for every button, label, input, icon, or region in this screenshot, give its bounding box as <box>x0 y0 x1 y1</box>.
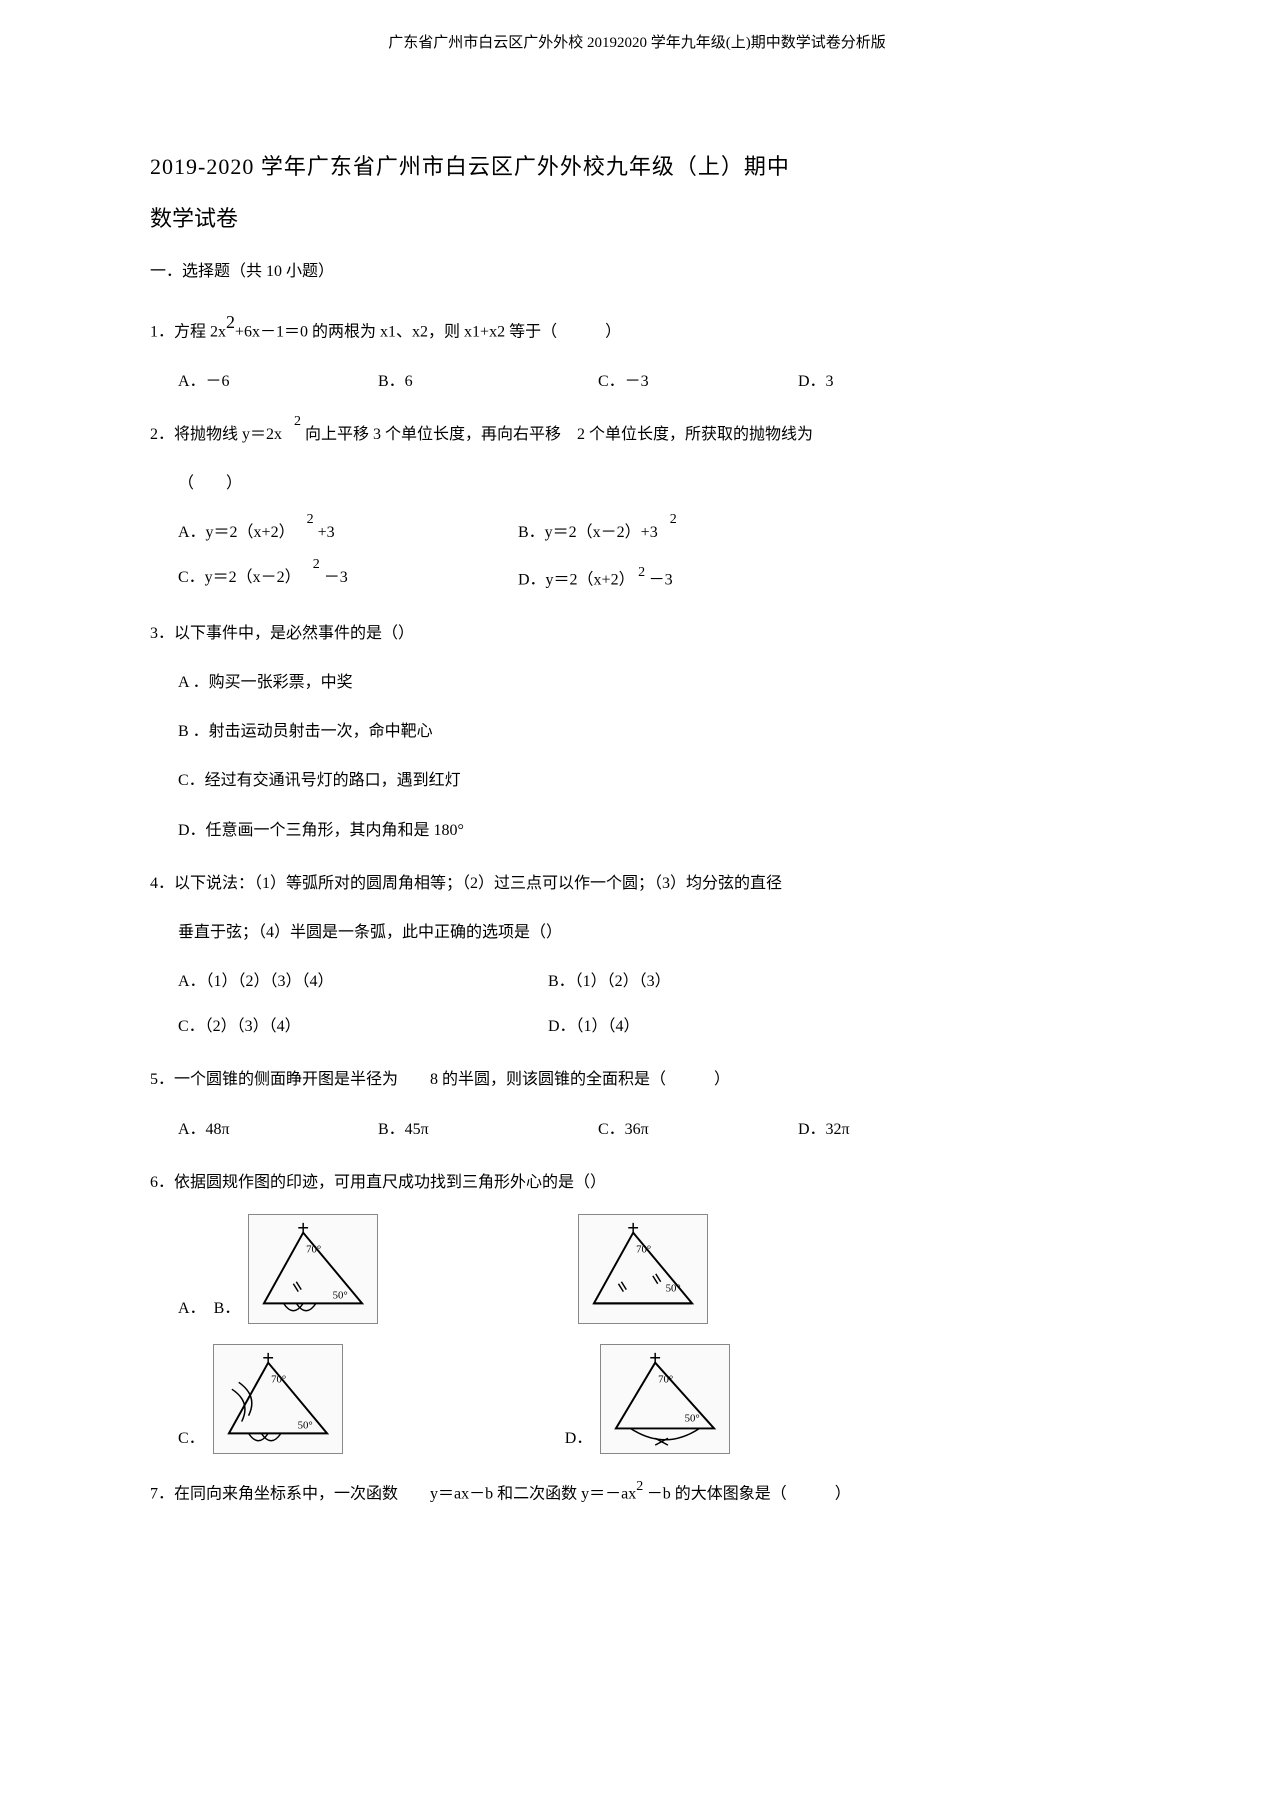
q1-text: 1．方程 2x2+6x－1＝0 的两根为 x1、x2，则 x1+x2 等于（ ） <box>150 305 1124 350</box>
title-line-2: 数学试卷 <box>150 199 1124 239</box>
q2-text2: （ ） <box>150 466 1124 501</box>
q6-label-c: C． <box>178 1425 205 1454</box>
q6-diagram-d-cell: D． 70° 50° <box>565 1344 731 1454</box>
q3-options: A ．购买一张彩票，中奖 B ．射击运动员射击一次，命中靶心 C．经过有交通讯号… <box>150 665 1124 848</box>
q1-opt-b: B．6 <box>378 364 598 399</box>
q3-text: 3．以下事件中，是必然事件的是（） <box>150 616 1124 651</box>
question-1: 1．方程 2x2+6x－1＝0 的两根为 x1、x2，则 x1+x2 等于（ ）… <box>150 305 1124 399</box>
question-5: 5．一个圆锥的侧面睁开图是半径为 8 的半圆，则该圆锥的全面积是（ ） A．48… <box>150 1062 1124 1146</box>
q5-text: 5．一个圆锥的侧面睁开图是半径为 8 的半圆，则该圆锥的全面积是（ ） <box>150 1062 1124 1097</box>
svg-text:70°: 70° <box>306 1243 321 1255</box>
q1-options: A．－6 B．6 C．－3 D．3 <box>150 364 1124 399</box>
svg-text:70°: 70° <box>271 1373 286 1385</box>
q2-opt-c: C．y＝2（x－2）2－3 <box>178 560 518 598</box>
triangle-icon: 70° 50° <box>579 1215 707 1323</box>
q6-label-d: D． <box>565 1425 593 1454</box>
section-header: 一．选择题（共 10 小题） <box>150 258 1124 287</box>
question-7: 7．在同向来角坐标系中，一次函数 y＝ax－b 和二次函数 y＝－ax2 －b … <box>150 1474 1124 1512</box>
q4-text1: 4．以下说法：（1）等弧所对的圆周角相等；（2）过三点可以作一个圆；（3）均分弦… <box>150 866 1124 901</box>
q2-opt-b: B．y＝2（x－2）+32 <box>518 515 858 550</box>
question-6: 6．依据圆规作图的印迹，可用直尺成功找到三角形外心的是（） A． B． 70° … <box>150 1165 1124 1454</box>
q2-options-1: A．y＝2（x+2）2+3 B．y＝2（x－2）+32 <box>150 515 1124 550</box>
q4-text2: 垂直于弦；（4）半圆是一条弧，此中正确的选项是（） <box>150 915 1124 950</box>
question-3: 3．以下事件中，是必然事件的是（） A ．购买一张彩票，中奖 B ．射击运动员射… <box>150 616 1124 848</box>
svg-text:50°: 50° <box>685 1413 700 1425</box>
q6-diagram-b-cell: 70° 50° <box>578 1214 708 1324</box>
q3-opt-c: C．经过有交通讯号灯的路口，遇到红灯 <box>178 763 1124 798</box>
svg-text:50°: 50° <box>297 1419 312 1431</box>
header-text: 广东省广州市白云区广外外校 20192020 学年九年级(上)期中数学试卷分析版 <box>388 35 886 51</box>
q6-diagrams-row2: C． 70° 50° D． 70° 50° <box>150 1344 1124 1454</box>
q4-opt-c: C．（2）（3）（4） <box>178 1009 548 1044</box>
question-4: 4．以下说法：（1）等弧所对的圆周角相等；（2）过三点可以作一个圆；（3）均分弦… <box>150 866 1124 1045</box>
q4-opt-b: B．（1）（2）（3） <box>548 964 671 999</box>
q1-opt-c: C．－3 <box>598 364 798 399</box>
q5-opt-a: A．48π <box>178 1112 378 1147</box>
q5-opt-c: C．36π <box>598 1112 798 1147</box>
q6-text: 6．依据圆规作图的印迹，可用直尺成功找到三角形外心的是（） <box>150 1165 1124 1200</box>
triangle-icon: 70° 50° <box>601 1345 729 1453</box>
q2-text: 2．将抛物线 y＝2x2向上平移 3 个单位长度，再向右平移 2 个单位长度，所… <box>150 417 1124 452</box>
page-header: 广东省广州市白云区广外外校 20192020 学年九年级(上)期中数学试卷分析版 <box>150 30 1124 57</box>
triangle-icon: 70° 50° <box>249 1215 377 1323</box>
q5-options: A．48π B．45π C．36π D．32π <box>150 1112 1124 1147</box>
q6-diagram-a: 70° 50° <box>248 1214 378 1324</box>
q4-options-2: C．（2）（3）（4） D．（1）（4） <box>150 1009 1124 1044</box>
svg-text:50°: 50° <box>333 1289 348 1301</box>
q3-opt-b: B ．射击运动员射击一次，命中靶心 <box>178 714 1124 749</box>
q6-diagram-c: 70° 50° <box>213 1344 343 1454</box>
svg-text:70°: 70° <box>636 1243 651 1255</box>
q6-label-b: B． <box>214 1295 241 1324</box>
q6-label-a: A． <box>178 1295 206 1324</box>
q4-opt-d: D．（1）（4） <box>548 1009 640 1044</box>
q7-text: 7．在同向来角坐标系中，一次函数 y＝ax－b 和二次函数 y＝－ax2 －b … <box>150 1474 1124 1512</box>
q4-options-1: A．（1）（2）（3）（4） B．（1）（2）（3） <box>150 964 1124 999</box>
q2-opt-d: D．y＝2（x+2） 2 －3 <box>518 560 858 598</box>
q5-opt-d: D．32π <box>798 1112 948 1147</box>
triangle-icon: 70° 50° <box>214 1345 342 1453</box>
q3-opt-d: D．任意画一个三角形，其内角和是 180° <box>178 813 1124 848</box>
q4-opt-a: A．（1）（2）（3）（4） <box>178 964 548 999</box>
q6-diagrams-row1: A． B． 70° 50° 70° 50° <box>150 1214 1124 1324</box>
q3-opt-a: A ．购买一张彩票，中奖 <box>178 665 1124 700</box>
svg-text:50°: 50° <box>666 1283 681 1295</box>
q6-diagram-d: 70° 50° <box>600 1344 730 1454</box>
q2-opt-a: A．y＝2（x+2）2+3 <box>178 515 518 550</box>
svg-text:70°: 70° <box>658 1373 673 1385</box>
q2-options-2: C．y＝2（x－2）2－3 D．y＝2（x+2） 2 －3 <box>150 560 1124 598</box>
question-2: 2．将抛物线 y＝2x2向上平移 3 个单位长度，再向右平移 2 个单位长度，所… <box>150 417 1124 598</box>
title-line-1: 2019-2020 学年广东省广州市白云区广外外校九年级（上）期中 <box>150 147 1124 187</box>
q6-diagram-b: 70° 50° <box>578 1214 708 1324</box>
q1-opt-a: A．－6 <box>178 364 378 399</box>
q5-opt-b: B．45π <box>378 1112 598 1147</box>
q1-opt-d: D．3 <box>798 364 948 399</box>
